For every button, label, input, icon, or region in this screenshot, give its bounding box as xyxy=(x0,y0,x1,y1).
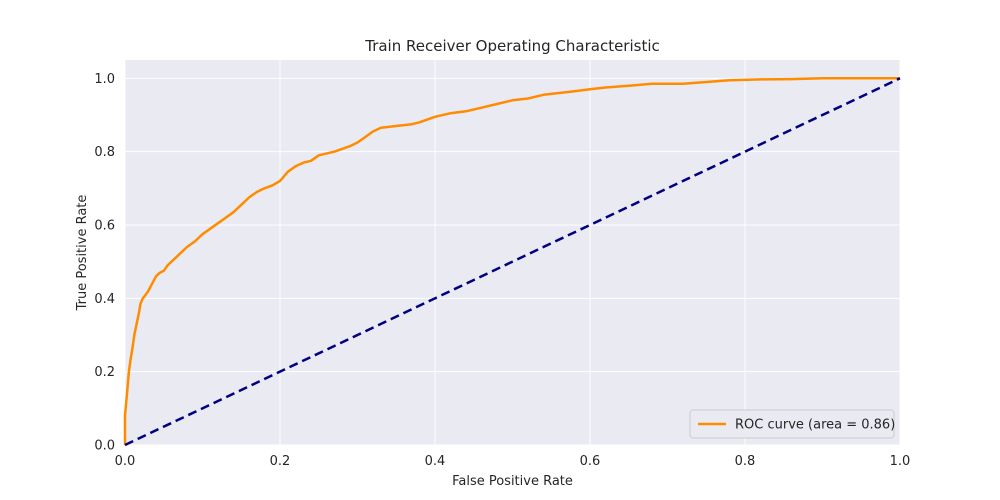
legend-box xyxy=(689,409,895,439)
series-group xyxy=(123,77,901,447)
y-tick-label: 0.8 xyxy=(94,145,115,160)
x-tick-label: 1.0 xyxy=(890,454,911,469)
y-tick-label: 1.0 xyxy=(94,72,115,87)
y-tick-label: 0.0 xyxy=(94,439,115,454)
y-tick-label: 0.4 xyxy=(94,292,115,307)
x-tick-label: 0.0 xyxy=(115,454,136,469)
chart-title: Train Receiver Operating Characteristic xyxy=(364,37,660,55)
legend: ROC curve (area = 0.86) xyxy=(689,409,895,439)
legend-label-roc: ROC curve (area = 0.86) xyxy=(735,418,895,433)
x-tick-label: 0.4 xyxy=(425,454,446,469)
x-tick-label: 0.6 xyxy=(580,454,601,469)
x-axis-label: False Positive Rate xyxy=(452,474,573,489)
chance-diagonal-line xyxy=(124,77,901,447)
y-axis-label: True Positive Rate xyxy=(75,195,90,312)
grid-lines xyxy=(124,60,901,446)
x-tick-label: 0.8 xyxy=(735,454,756,469)
x-tick-label: 0.2 xyxy=(270,454,291,469)
y-tick-label: 0.2 xyxy=(94,365,115,380)
roc-curve-line xyxy=(123,77,900,445)
y-tick-label: 0.6 xyxy=(94,219,115,234)
plot-area xyxy=(125,60,900,445)
tick-labels: 0.0 0.2 0.4 0.6 0.8 1.0 0.0 0.2 0.4 0.6 0.8 1.0 xyxy=(94,72,910,469)
